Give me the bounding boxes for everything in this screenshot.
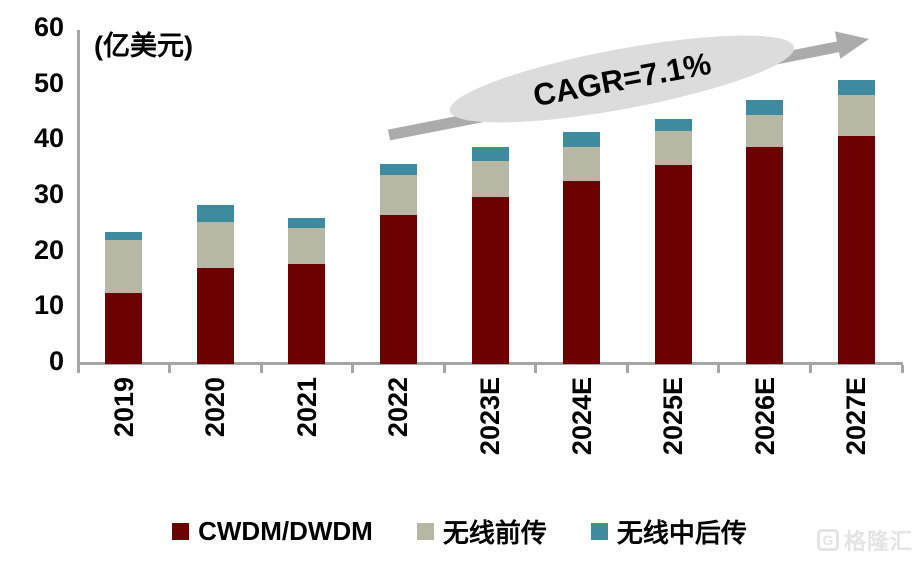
- bar-segment-CWDM/DWDM: [563, 180, 601, 364]
- bar-segment-无线前传: [288, 228, 326, 265]
- y-axis-line: [77, 30, 80, 365]
- bar-segment-无线中后传: [379, 163, 417, 175]
- watermark-logo: G 格隆汇: [816, 524, 913, 556]
- y-tick-label: 10: [33, 290, 64, 321]
- x-tick-label: 2024E: [566, 377, 597, 456]
- x-axis-tick: [259, 365, 263, 373]
- y-tick-label: 0: [48, 346, 64, 376]
- bar-segment-无线中后传: [837, 80, 875, 96]
- bar-segment-无线中后传: [746, 100, 784, 116]
- bar-segment-无线前传: [837, 95, 875, 136]
- legend-label: 无线中后传: [616, 517, 747, 548]
- bar-segment-CWDM/DWDM: [379, 214, 417, 364]
- bar-segment-无线中后传: [471, 147, 509, 161]
- bar-segment-无线中后传: [654, 118, 692, 132]
- legend-item: 无线中后传: [590, 513, 747, 550]
- y-tick-label: 20: [33, 234, 64, 265]
- legend-item: CWDM/DWDM: [172, 516, 373, 547]
- unit-label: (亿美元): [94, 31, 193, 61]
- x-axis-tick: [534, 365, 538, 373]
- cagr-text: CAGR=7.1%: [530, 46, 713, 113]
- x-axis-tick: [168, 365, 172, 373]
- x-axis-tick: [351, 365, 355, 373]
- x-axis-tick: [900, 365, 904, 373]
- bar-segment-无线中后传: [563, 132, 601, 148]
- gelonghui-logo-icon: G: [816, 529, 839, 551]
- x-tick-label: 2019: [108, 377, 139, 438]
- y-tick-label: 60: [33, 12, 64, 42]
- x-tick-label: 2027E: [841, 377, 872, 456]
- watermark-text: 格隆汇: [843, 529, 913, 554]
- legend-label: 无线前传: [442, 517, 547, 548]
- bar-segment-无线前传: [746, 115, 784, 148]
- bar-segment-CWDM/DWDM: [196, 268, 234, 364]
- y-tick-label: 50: [33, 67, 64, 98]
- x-axis-tick: [76, 365, 80, 373]
- bar-segment-CWDM/DWDM: [471, 197, 509, 364]
- legend-swatch-icon: [416, 522, 434, 540]
- bar-segment-无线前传: [196, 222, 234, 269]
- bar-segment-无线中后传: [288, 218, 326, 229]
- bar-segment-CWDM/DWDM: [746, 147, 784, 364]
- legend-swatch-icon: [172, 522, 190, 540]
- x-tick-label: 2026E: [749, 377, 780, 456]
- legend-swatch-icon: [590, 522, 608, 540]
- legend-item: 无线前传: [416, 513, 547, 550]
- x-axis-tick: [442, 365, 446, 373]
- y-tick-label: 40: [33, 123, 64, 154]
- x-axis-tick: [717, 365, 721, 373]
- bar-segment-CWDM/DWDM: [837, 135, 875, 364]
- bar-segment-无线前传: [563, 147, 601, 181]
- x-tick-label: 2021: [291, 377, 322, 438]
- trend-arrow-icon: [387, 31, 869, 141]
- x-axis-tick: [625, 365, 629, 373]
- x-tick-label: 2020: [200, 377, 231, 438]
- y-tick-label: 30: [33, 179, 64, 209]
- bar-segment-无线前传: [105, 240, 143, 293]
- x-tick-label: 2023E: [475, 377, 505, 456]
- bar-segment-无线前传: [379, 174, 417, 215]
- legend: CWDM/DWDM 无线前传 无线中后传: [0, 514, 919, 548]
- bar-segment-无线前传: [471, 160, 509, 197]
- bar-segment-CWDM/DWDM: [288, 264, 326, 364]
- bar-segment-CWDM/DWDM: [105, 292, 143, 364]
- bar-segment-无线前传: [654, 131, 692, 165]
- legend-label: CWDM/DWDM: [198, 515, 373, 546]
- bar-segment-CWDM/DWDM: [654, 164, 692, 364]
- bar-segment-无线中后传: [105, 232, 143, 241]
- x-tick-label: 2022: [383, 377, 414, 438]
- x-axis-tick: [808, 365, 812, 373]
- x-tick-label: 2025E: [658, 377, 689, 456]
- bar-segment-无线中后传: [196, 204, 234, 223]
